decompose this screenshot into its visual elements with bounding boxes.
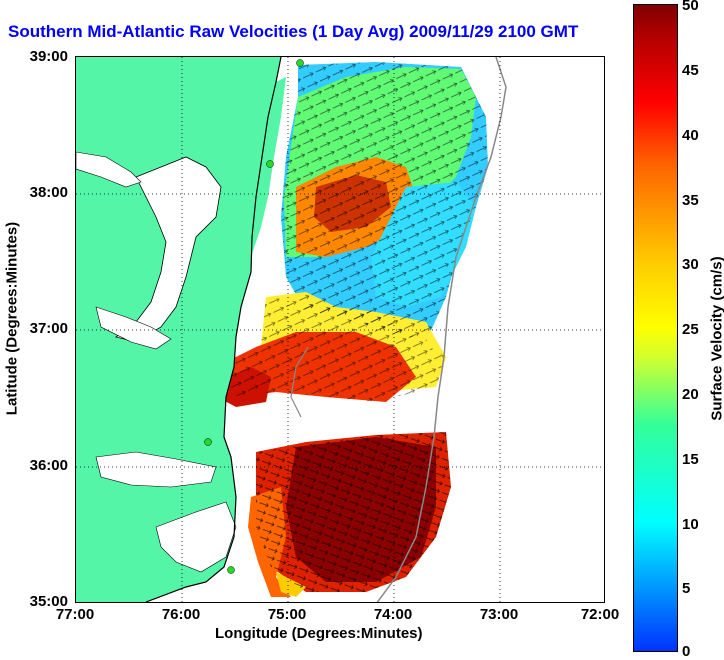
colorbar-tick: 15 [682, 451, 699, 468]
colorbar-tick: 50 [682, 0, 699, 14]
station-marker [267, 161, 274, 168]
colorbar-tick: 20 [682, 386, 699, 403]
station-marker [228, 567, 235, 574]
ytick-label: 39:00 [10, 48, 68, 65]
colorbar-tick: 40 [682, 127, 699, 144]
x-axis-label: Longitude (Degrees:Minutes) [215, 625, 423, 642]
colorbar-tick: 0 [682, 643, 690, 660]
station-marker [205, 439, 212, 446]
colorbar-tick: 35 [682, 192, 699, 209]
colorbar-tick: 10 [682, 516, 699, 533]
xtick-label: 77:00 [35, 606, 115, 623]
colorbar-tick: 45 [682, 62, 699, 79]
colorbar-tick: 30 [682, 256, 699, 273]
xtick-label: 75:00 [247, 606, 327, 623]
station-marker [297, 60, 304, 67]
colorbar-tick: 25 [682, 321, 699, 338]
colorbar [633, 4, 678, 652]
xtick-label: 74:00 [353, 606, 433, 623]
xtick-label: 76:00 [141, 606, 221, 623]
xtick-label: 72:00 [560, 606, 640, 623]
colorbar-tick: 5 [682, 580, 690, 597]
xtick-label: 73:00 [459, 606, 539, 623]
map-plot-area[interactable] [75, 56, 605, 603]
ytick-label: 36:00 [10, 457, 68, 474]
velocity-map [76, 57, 605, 603]
map-title: Southern Mid-Atlantic Raw Velocities (1 … [8, 22, 578, 42]
ytick-label: 38:00 [10, 184, 68, 201]
y-axis-label: Latitude (Degrees:Minutes) [4, 219, 21, 419]
colorbar-label: Surface Velocity (cm/s) [709, 239, 724, 439]
